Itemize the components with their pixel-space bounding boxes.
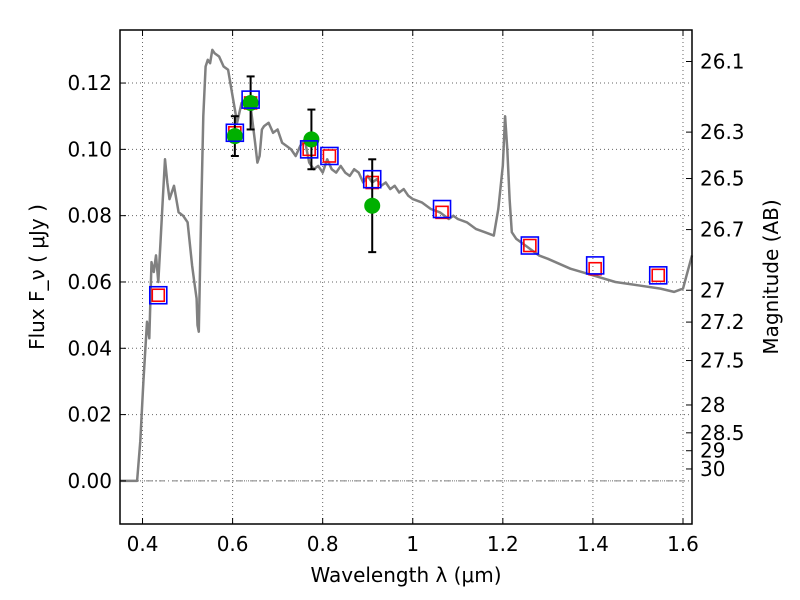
mag-tick-label: 29: [700, 439, 725, 463]
observed-band-square: [299, 140, 319, 159]
observed-band-square: [225, 123, 245, 143]
model-photometry-square: [322, 149, 337, 163]
x-tick-label: 1.6: [667, 532, 699, 556]
plot-frame: [119, 29, 693, 525]
x-tick-label: 0.4: [127, 532, 159, 556]
x-tick-label: 1.4: [577, 532, 609, 556]
detection-point: [364, 197, 381, 214]
plot-background: [120, 30, 692, 524]
y-tick-label: 0.08: [67, 204, 112, 228]
y-tick-label: 0.06: [67, 270, 112, 294]
mag-tick-label: 28.5: [700, 421, 745, 445]
observed-band-square: [648, 266, 668, 285]
model-photometry-square: [151, 288, 166, 303]
observed-band-square: [362, 169, 382, 189]
observed-band-square: [148, 285, 168, 305]
observed-band-square: [585, 256, 605, 275]
x-tick-label: 0.6: [217, 532, 249, 556]
y-tick-label: 0.02: [67, 403, 112, 427]
mag-tick-label: 30: [700, 457, 725, 481]
x-axis-title: Wavelength λ (μm): [310, 563, 501, 587]
observed-band-square: [241, 90, 260, 109]
mag-tick-label: 27: [700, 278, 725, 302]
detection-point: [242, 94, 259, 111]
y-tick-label: 0.04: [67, 336, 112, 360]
observed-band-square: [320, 146, 339, 166]
detection-point: [303, 131, 320, 148]
x-tick-label: 1.2: [487, 532, 519, 556]
y-axis-title: Flux F_ν ( μJy ): [25, 204, 49, 350]
model-photometry-square: [651, 268, 666, 283]
tick-layer: 0.00 0.02 0.04 0.06 0.08 0.10 0.12 0.4 0.6 0.8 1 1.…: [67, 30, 745, 556]
x-tick-label: 0.8: [307, 532, 339, 556]
y-tick-label: 0.00: [67, 469, 112, 493]
series-layer: [120, 48, 694, 483]
mag-tick-label: 27.2: [700, 310, 745, 334]
mag-tick-label: 26.5: [700, 167, 745, 191]
observed-band-square: [432, 199, 452, 219]
y-tick-label: 0.10: [67, 137, 112, 161]
mag-tick-label: 27.5: [700, 349, 745, 373]
mag-tick-label: 26.3: [700, 120, 745, 144]
mag-tick-label: 28: [700, 393, 725, 417]
model-photometry-square: [435, 205, 449, 220]
y-tick-label: 0.12: [67, 71, 112, 95]
observed-band-square: [520, 236, 540, 255]
right-axis-title: Magnitude (AB): [759, 199, 783, 354]
mag-tick-label: 26.7: [700, 218, 745, 242]
model-photometry-square: [588, 261, 602, 276]
model-photometry-square: [523, 238, 537, 253]
detection-point: [226, 128, 243, 145]
grid-layer: [120, 30, 692, 524]
mag-tick-label: 26.1: [700, 49, 745, 73]
x-tick-label: 1: [406, 532, 419, 556]
